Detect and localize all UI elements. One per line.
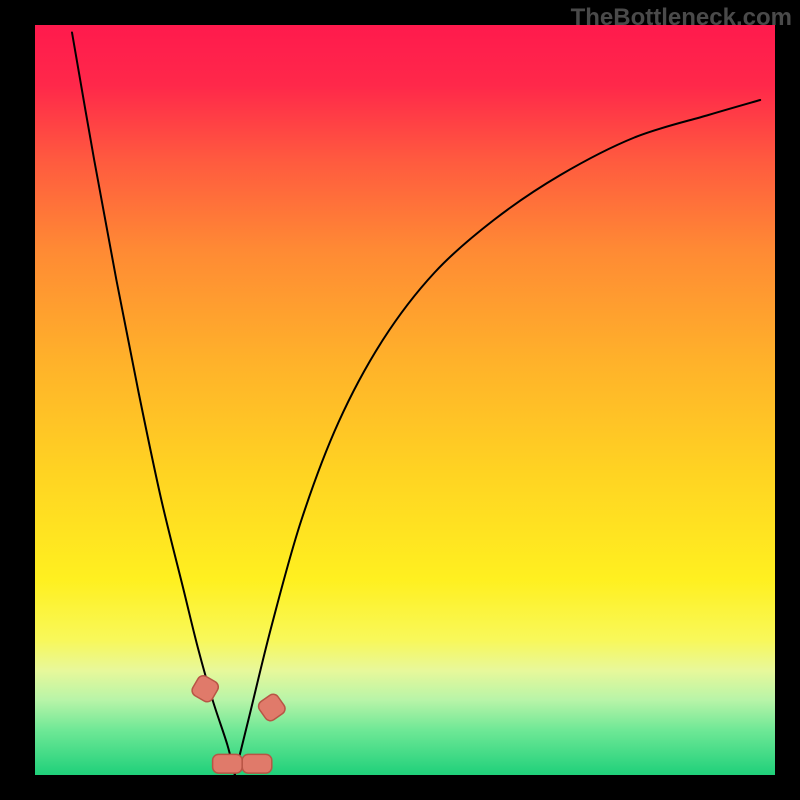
gradient-background [35, 25, 775, 775]
marker [213, 754, 243, 773]
marker [242, 754, 272, 773]
bottleneck-chart [0, 0, 800, 800]
chart-container: TheBottleneck.com [0, 0, 800, 800]
watermark-text: TheBottleneck.com [571, 4, 792, 32]
